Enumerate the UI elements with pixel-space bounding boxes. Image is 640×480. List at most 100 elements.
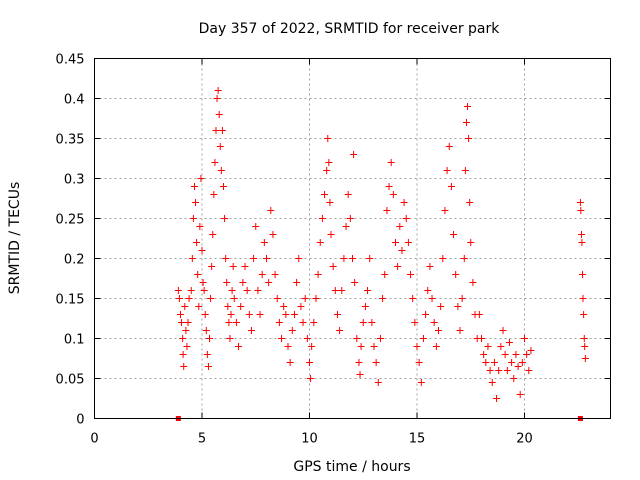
data-point: [308, 343, 316, 350]
data-point: [239, 279, 247, 286]
data-point: [175, 295, 183, 302]
data-point: [333, 311, 341, 318]
y-tick-label: 0.45: [56, 53, 85, 68]
data-point: [366, 255, 374, 262]
data-point: [177, 311, 184, 318]
data-point: [493, 395, 501, 402]
data-point: [215, 111, 223, 118]
data-point: [199, 279, 207, 286]
data-point: [200, 287, 208, 294]
data-point: [213, 95, 221, 102]
y-tick-label: 0.1: [64, 333, 85, 348]
data-point: [484, 343, 492, 350]
data-point: [324, 135, 332, 142]
data-point: [183, 343, 191, 350]
data-point: [508, 359, 516, 366]
data-point: [224, 303, 232, 310]
y-tick-label: 0.05: [56, 373, 85, 388]
y-tick-label: 0.3: [64, 173, 85, 188]
data-point: [252, 223, 260, 230]
data-point: [327, 231, 335, 238]
data-point: [398, 247, 406, 254]
data-point: [260, 239, 268, 246]
data-point: [336, 327, 344, 334]
data-point: [525, 367, 533, 374]
data-point: [521, 335, 528, 342]
data-point: [247, 327, 255, 334]
data-point: [210, 191, 218, 198]
data-point: [312, 295, 320, 302]
data-point: [392, 239, 399, 246]
data-point: [278, 335, 286, 342]
data-point: [267, 207, 275, 214]
data-point: [441, 207, 449, 214]
chart-title: Day 357 of 2022, SRMTID for receiver par…: [199, 21, 501, 37]
data-point: [258, 271, 266, 278]
data-point: [579, 295, 587, 302]
data-point: [356, 371, 364, 378]
plot-frame: [94, 58, 611, 419]
data-point: [184, 319, 192, 326]
data-point: [503, 367, 511, 374]
data-point: [207, 295, 215, 302]
data-point: [579, 271, 587, 278]
data-point: [237, 303, 245, 310]
data-point: [456, 327, 464, 334]
data-point: [325, 159, 333, 166]
data-point: [211, 159, 219, 166]
data-point: [430, 319, 438, 326]
data-point: [179, 351, 187, 358]
data-point: [232, 319, 240, 326]
data-point: [316, 239, 324, 246]
data-point: [465, 135, 473, 142]
data-point: [340, 255, 348, 262]
data-point: [580, 335, 588, 342]
data-point: [454, 303, 462, 310]
data-point: [426, 263, 434, 270]
data-point: [314, 271, 322, 278]
data-point: [467, 239, 475, 246]
data-point: [350, 151, 358, 158]
data-point: [396, 223, 404, 230]
data-point: [458, 295, 466, 302]
data-point: [282, 311, 290, 318]
data-point: [478, 335, 485, 342]
data-point: [518, 359, 526, 366]
data-point: [439, 255, 447, 262]
y-tick-label: 0.4: [64, 93, 85, 108]
data-point: [510, 375, 518, 382]
data-point: [250, 255, 258, 262]
data-point: [254, 287, 262, 294]
data-point: [372, 359, 380, 366]
x-tick-label: 0: [90, 432, 98, 447]
data-point: [432, 343, 440, 350]
data-point: [447, 183, 455, 190]
data-point: [221, 215, 229, 222]
data-point: [301, 295, 309, 302]
data-point: [475, 311, 483, 318]
data-point: [297, 303, 305, 310]
data-point: [394, 263, 402, 270]
data-point: [580, 311, 588, 318]
data-point: [527, 347, 535, 354]
y-tick-label: 0: [76, 413, 84, 428]
data-point: [407, 271, 415, 278]
data-point: [338, 287, 346, 294]
data-point: [577, 231, 585, 238]
data-point: [482, 359, 490, 366]
data-point: [514, 363, 522, 370]
data-points: [174, 87, 589, 421]
data-point: [381, 271, 389, 278]
data-point: [374, 379, 382, 386]
data-point: [235, 343, 243, 350]
data-point: [220, 183, 227, 190]
x-tick-label: 10: [301, 432, 318, 447]
y-tick-label: 0.25: [56, 213, 85, 228]
data-point: [581, 343, 589, 350]
data-point: [295, 255, 303, 262]
data-point: [179, 335, 187, 342]
data-point: [464, 103, 472, 110]
data-point: [286, 359, 294, 366]
